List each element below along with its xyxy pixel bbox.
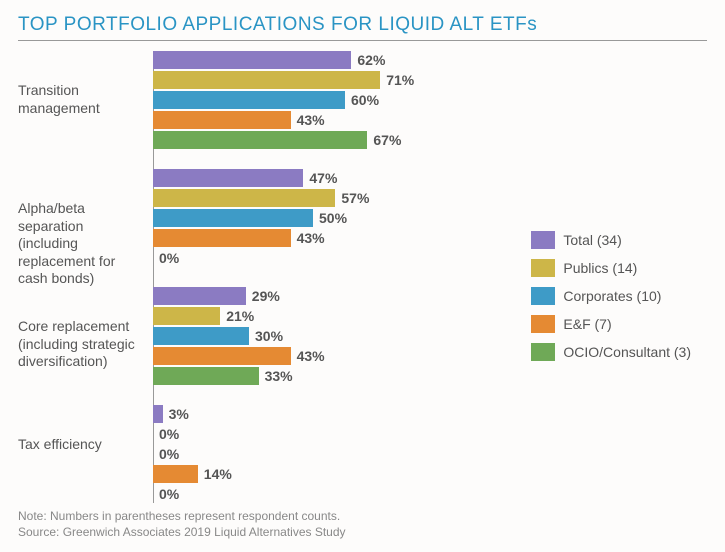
bar-value-label: 0% [159,249,179,267]
chart-card: TOP PORTFOLIO APPLICATIONS FOR LIQUID AL… [0,0,725,552]
plot-region: Transition management62%71%60%43%67%Alph… [18,51,527,491]
bar-value-label: 33% [265,367,293,385]
bar-value-label: 67% [373,131,401,149]
bar-value-label: 21% [226,307,254,325]
legend-item: E&F (7) [531,315,691,333]
bar-row: 43% [153,229,527,247]
bar-value-label: 3% [169,405,189,423]
bar-row: 50% [153,209,527,227]
bar: 62% [153,51,351,69]
bar: 43% [153,347,291,365]
bar-row: 43% [153,347,527,365]
legend-item: OCIO/Consultant (3) [531,343,691,361]
bar-value-label: 60% [351,91,379,109]
bar-value-label: 30% [255,327,283,345]
bar-row: 3% [153,405,527,423]
footnote-source: Source: Greenwich Associates 2019 Liquid… [18,524,346,540]
bar-row: 33% [153,367,527,385]
bar-row: 0% [153,249,527,267]
bar-value-label: 0% [159,425,179,443]
bar-value-label: 71% [386,71,414,89]
bar-value-label: 50% [319,209,347,227]
legend-label: Corporates (10) [563,288,661,304]
chart-footnote: Note: Numbers in parentheses represent r… [18,508,346,540]
bar: 3% [153,405,163,423]
bar-row: 60% [153,91,527,109]
bar-group: Alpha/beta separation (including replace… [18,169,527,267]
bar: 47% [153,169,303,187]
bar: 29% [153,287,246,305]
category-label: Tax efficiency [18,436,146,454]
bar: 21% [153,307,220,325]
bar-row: 47% [153,169,527,187]
bar: 60% [153,91,345,109]
category-label: Alpha/beta separation (including replace… [18,200,146,288]
legend-item: Total (34) [531,231,691,249]
bar-row: 43% [153,111,527,129]
bar: 14% [153,465,198,483]
bar-row: 67% [153,131,527,149]
bar-row: 0% [153,425,527,443]
legend: Total (34) Publics (14) Corporates (10) E&F… [531,231,691,361]
bar: 33% [153,367,259,385]
bar-value-label: 43% [297,347,325,365]
bar-value-label: 62% [357,51,385,69]
bar-row: 14% [153,465,527,483]
bar-row: 29% [153,287,527,305]
legend-label: OCIO/Consultant (3) [563,344,691,360]
bar-row: 0% [153,485,527,503]
bar: 71% [153,71,380,89]
legend-label: Total (34) [563,232,621,248]
bar-value-label: 0% [159,485,179,503]
legend-swatch [531,287,555,305]
bar-value-label: 29% [252,287,280,305]
legend-swatch [531,315,555,333]
bar: 43% [153,111,291,129]
bar-row: 21% [153,307,527,325]
legend-item: Corporates (10) [531,287,691,305]
bar-group: Tax efficiency 3% 0% 0% 14% 0% [18,405,527,503]
title-rule [18,40,707,41]
category-label: Transition management [18,82,146,117]
legend-swatch [531,231,555,249]
bar-row: 30% [153,327,527,345]
bar-value-label: 57% [341,189,369,207]
bar: 30% [153,327,249,345]
bar-group: Transition management62%71%60%43%67% [18,51,527,149]
legend-label: E&F (7) [563,316,611,332]
legend-swatch [531,259,555,277]
bar: 50% [153,209,313,227]
bar-value-label: 43% [297,111,325,129]
legend-item: Publics (14) [531,259,691,277]
legend-label: Publics (14) [563,260,637,276]
bar-row: 71% [153,71,527,89]
bar-row: 0% [153,445,527,463]
chart-area: Transition management62%71%60%43%67%Alph… [18,51,707,491]
bar: 67% [153,131,367,149]
category-label: Core replacement (including strategic di… [18,318,146,371]
bar: 57% [153,189,335,207]
chart-title: TOP PORTFOLIO APPLICATIONS FOR LIQUID AL… [18,14,707,36]
bar-value-label: 14% [204,465,232,483]
legend-swatch [531,343,555,361]
bar: 43% [153,229,291,247]
bar-row: 62% [153,51,527,69]
bar-group: Core replacement (including strategic di… [18,287,527,385]
bar-row: 57% [153,189,527,207]
bar-value-label: 0% [159,445,179,463]
footnote-note: Note: Numbers in parentheses represent r… [18,508,346,524]
bar-value-label: 47% [309,169,337,187]
bar-value-label: 43% [297,229,325,247]
